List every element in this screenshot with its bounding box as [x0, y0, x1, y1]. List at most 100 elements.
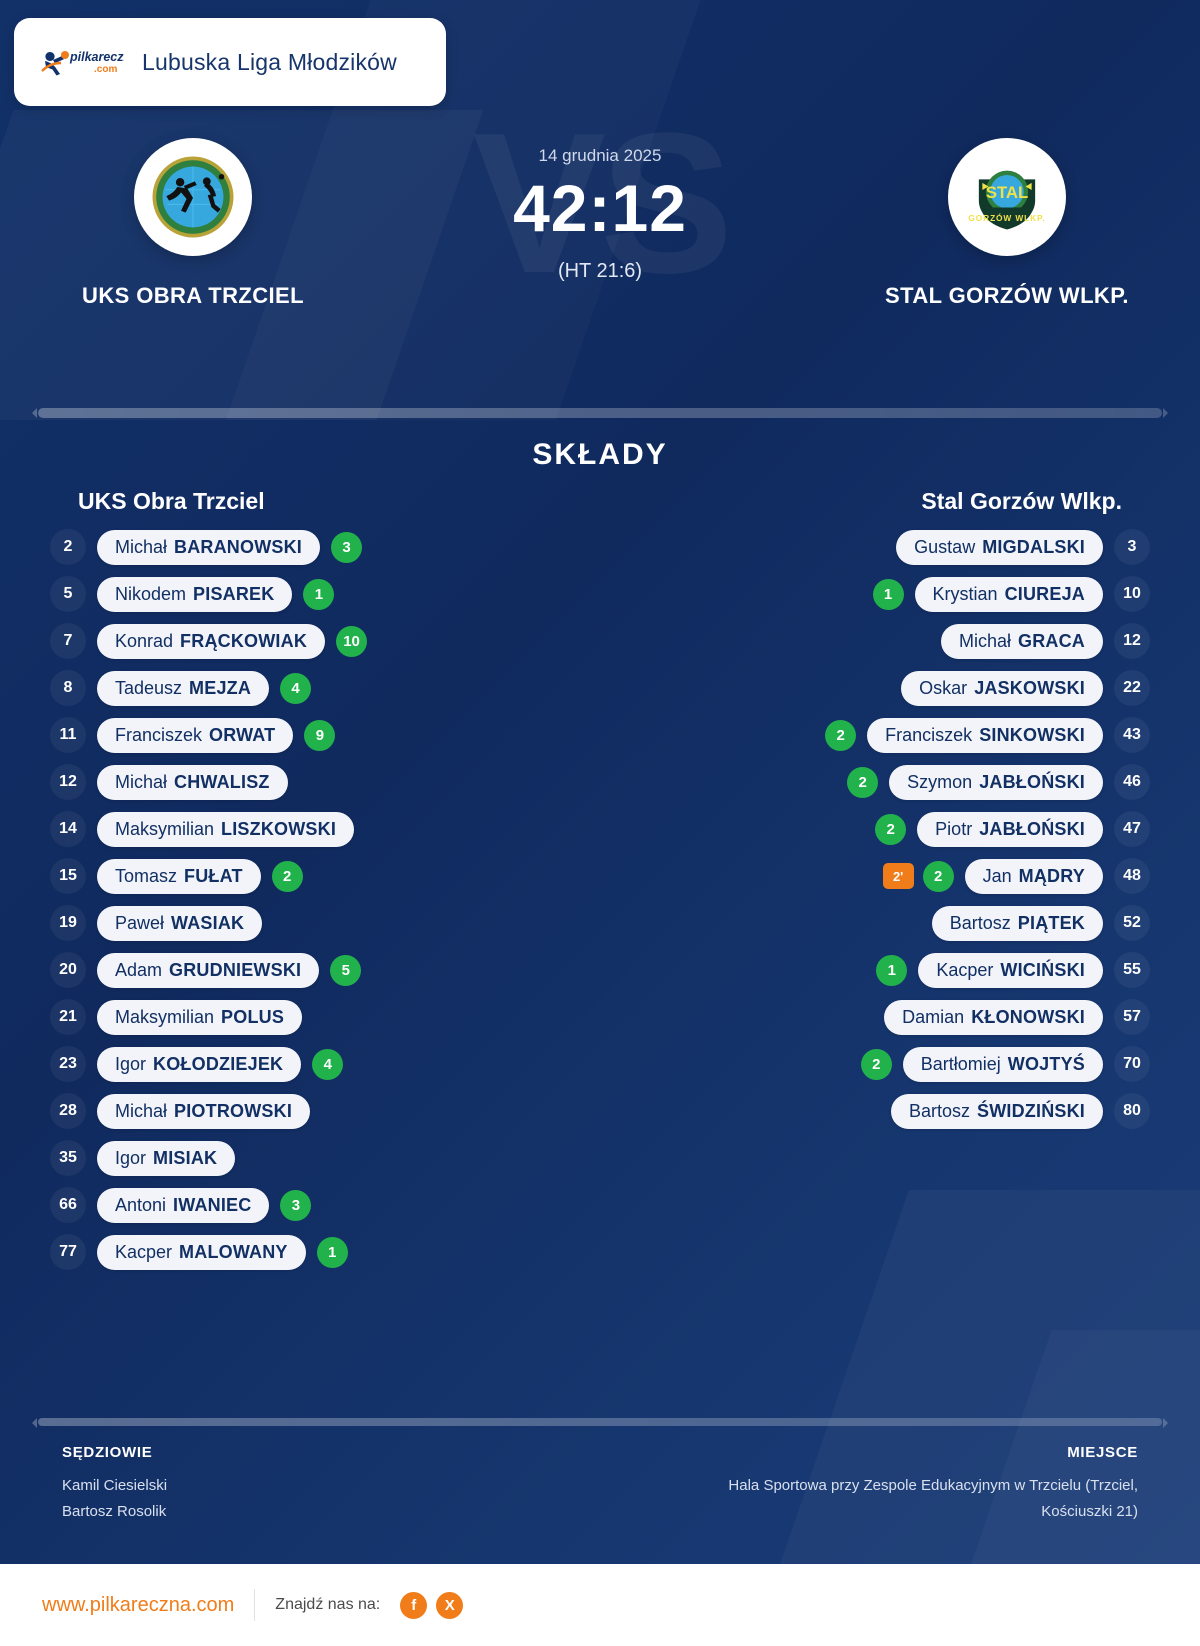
lineup-row[interactable]: 20 Adam GRUDNIEWSKI 5 — [50, 952, 590, 988]
player-name-pill[interactable]: Nikodem PISAREK — [97, 576, 293, 612]
lineup-row[interactable]: 48 Jan MĄDRY 2' 2 — [610, 858, 1150, 894]
lineup-row[interactable]: 12 Michał CHWALISZ — [50, 764, 590, 800]
lineup-row[interactable]: 52 Bartosz PIĄTEK — [610, 905, 1150, 941]
jersey-number: 23 — [50, 1046, 86, 1082]
player-last-name: FUŁAT — [184, 865, 243, 886]
lineup-row[interactable]: 47 Piotr JABŁOŃSKI 2 — [610, 811, 1150, 847]
player-name-pill[interactable]: Oskar JASKOWSKI — [901, 670, 1103, 706]
lineup-row[interactable]: 14 Maksymilian LISZKOWSKI — [50, 811, 590, 847]
svg-text:GORZÓW WLKP.: GORZÓW WLKP. — [968, 212, 1045, 223]
home-team-block: UKS OBRA TRZCIEL — [28, 138, 358, 311]
player-name-pill[interactable]: Franciszek ORWAT — [97, 717, 294, 753]
lineup-row[interactable]: 3 Gustaw MIGDALSKI — [610, 529, 1150, 565]
player-name-pill[interactable]: Antoni IWANIEC — [97, 1187, 270, 1223]
lineup-row[interactable]: 23 Igor KOŁODZIEJEK 4 — [50, 1046, 590, 1082]
jersey-number: 70 — [1114, 1046, 1150, 1082]
jersey-number: 28 — [50, 1093, 86, 1129]
player-last-name: JABŁOŃSKI — [979, 818, 1085, 839]
lineup-row[interactable]: 55 Kacper WICIŃSKI 1 — [610, 952, 1150, 988]
lineup-row[interactable]: 7 Konrad FRĄCKOWIAK 10 — [50, 623, 590, 659]
league-name: Lubuska Liga Młodzików — [142, 48, 397, 75]
lineup-row[interactable]: 35 Igor MISIAK — [50, 1140, 590, 1176]
facebook-icon[interactable]: f — [400, 1591, 428, 1619]
lineup-row[interactable]: 5 Nikodem PISAREK 1 — [50, 576, 590, 612]
lineup-row[interactable]: 12 Michał GRACA — [610, 623, 1150, 659]
lineup-row[interactable]: 22 Oskar JASKOWSKI — [610, 670, 1150, 706]
lineup-row[interactable]: 28 Michał PIOTROWSKI — [50, 1093, 590, 1129]
player-name-pill[interactable]: Paweł WASIAK — [97, 905, 263, 941]
lineup-row[interactable]: 43 Franciszek SINKOWSKI 2 — [610, 717, 1150, 753]
player-name-pill[interactable]: Bartłomiej WOJTYŚ — [902, 1046, 1103, 1082]
player-name-pill[interactable]: Michał CHWALISZ — [97, 764, 288, 800]
goals-badge: 3 — [280, 1189, 312, 1221]
player-name-pill[interactable]: Bartosz PIĄTEK — [931, 905, 1103, 941]
find-us-label: Znajdź nas na: — [275, 1596, 381, 1613]
lineup-row[interactable]: 2 Michał BARANOWSKI 3 — [50, 529, 590, 565]
lineup-row[interactable]: 19 Paweł WASIAK — [50, 905, 590, 941]
lineup-row[interactable]: 70 Bartłomiej WOJTYŚ 2 — [610, 1046, 1150, 1082]
goals-badge: 2 — [922, 860, 954, 892]
player-name-pill[interactable]: Szymon JABŁOŃSKI — [889, 764, 1103, 800]
site-url-link[interactable]: www.pilkareczna.com — [42, 1593, 235, 1616]
lineup-row[interactable]: 57 Damian KŁONOWSKI — [610, 999, 1150, 1035]
player-first-name: Franciszek — [885, 724, 973, 745]
player-badges: 1 — [872, 578, 904, 610]
lineup-row[interactable]: 15 Tomasz FUŁAT 2 — [50, 858, 590, 894]
lineup-row[interactable]: 11 Franciszek ORWAT 9 — [50, 717, 590, 753]
lineup-row[interactable]: 10 Krystian CIUREJA 1 — [610, 576, 1150, 612]
jersey-number: 55 — [1114, 952, 1150, 988]
jersey-number: 3 — [1114, 529, 1150, 565]
player-name-pill[interactable]: Michał BARANOWSKI — [97, 529, 321, 565]
player-name-pill[interactable]: Jan MĄDRY — [964, 858, 1103, 894]
player-name-pill[interactable]: Franciszek SINKOWSKI — [867, 717, 1103, 753]
player-last-name: WICIŃSKI — [1000, 959, 1085, 980]
player-first-name: Nikodem — [115, 583, 187, 604]
lineup-row[interactable]: 66 Antoni IWANIEC 3 — [50, 1187, 590, 1223]
player-name-pill[interactable]: Krystian CIUREJA — [914, 576, 1103, 612]
player-first-name: Igor — [115, 1053, 147, 1074]
goals-badge: 2 — [847, 766, 879, 798]
player-last-name: WASIAK — [171, 912, 245, 933]
lineup-row[interactable]: 21 Maksymilian POLUS — [50, 999, 590, 1035]
jersey-number: 66 — [50, 1187, 86, 1223]
lineup-row[interactable]: 77 Kacper MALOWANY 1 — [50, 1234, 590, 1270]
player-name-pill[interactable]: Kacper WICIŃSKI — [918, 952, 1103, 988]
player-name-pill[interactable]: Tadeusz MEJZA — [97, 670, 270, 706]
lineup-row[interactable]: 8 Tadeusz MEJZA 4 — [50, 670, 590, 706]
player-name-pill[interactable]: Konrad FRĄCKOWIAK — [97, 623, 326, 659]
player-last-name: JASKOWSKI — [974, 677, 1085, 698]
player-name-pill[interactable]: Piotr JABŁOŃSKI — [917, 811, 1103, 847]
player-first-name: Maksymilian — [115, 1006, 215, 1027]
player-last-name: PIĄTEK — [1017, 912, 1085, 933]
player-last-name: GRUDNIEWSKI — [169, 959, 302, 980]
goals-badge: 1 — [872, 578, 904, 610]
player-last-name: WOJTYŚ — [1007, 1053, 1085, 1074]
x-twitter-icon[interactable]: X — [436, 1591, 464, 1619]
player-last-name: ŚWIDZIŃSKI — [977, 1100, 1085, 1121]
player-name-pill[interactable]: Kacper MALOWANY — [97, 1234, 306, 1270]
player-name-pill[interactable]: Damian KŁONOWSKI — [884, 999, 1103, 1035]
player-last-name: MISIAK — [153, 1147, 218, 1168]
player-name-pill[interactable]: Bartosz ŚWIDZIŃSKI — [890, 1093, 1103, 1129]
player-name-pill[interactable]: Maksymilian POLUS — [97, 999, 303, 1035]
player-name-pill[interactable]: Michał GRACA — [940, 623, 1103, 659]
lineup-row[interactable]: 46 Szymon JABŁOŃSKI 2 — [610, 764, 1150, 800]
player-last-name: KOŁODZIEJEK — [153, 1053, 284, 1074]
player-first-name: Michał — [115, 1100, 168, 1121]
jersey-number: 43 — [1114, 717, 1150, 753]
player-name-pill[interactable]: Maksymilian LISZKOWSKI — [97, 811, 355, 847]
player-name-pill[interactable]: Igor MISIAK — [97, 1140, 236, 1176]
player-name-pill[interactable]: Igor KOŁODZIEJEK — [97, 1046, 302, 1082]
player-name-pill[interactable]: Adam GRUDNIEWSKI — [97, 952, 320, 988]
player-name-pill[interactable]: Michał PIOTROWSKI — [97, 1093, 311, 1129]
player-name-pill[interactable]: Gustaw MIGDALSKI — [896, 529, 1103, 565]
player-first-name: Franciszek — [115, 724, 203, 745]
home-team-name: UKS OBRA TRZCIEL — [82, 283, 304, 308]
lineup-row[interactable]: 80 Bartosz ŚWIDZIŃSKI — [610, 1093, 1150, 1129]
bottom-bar: www.pilkareczna.com Znajdź nas na: f X — [0, 1564, 1200, 1646]
bottom-bar-separator — [254, 1589, 256, 1621]
player-name-pill[interactable]: Tomasz FUŁAT — [97, 858, 261, 894]
divider-top — [32, 408, 1168, 418]
away-lineup-column: Stal Gorzów Wlkp. 3 Gustaw MIGDALSKI 10 Krys… — [610, 488, 1150, 1140]
player-badges: 10 — [336, 625, 368, 657]
